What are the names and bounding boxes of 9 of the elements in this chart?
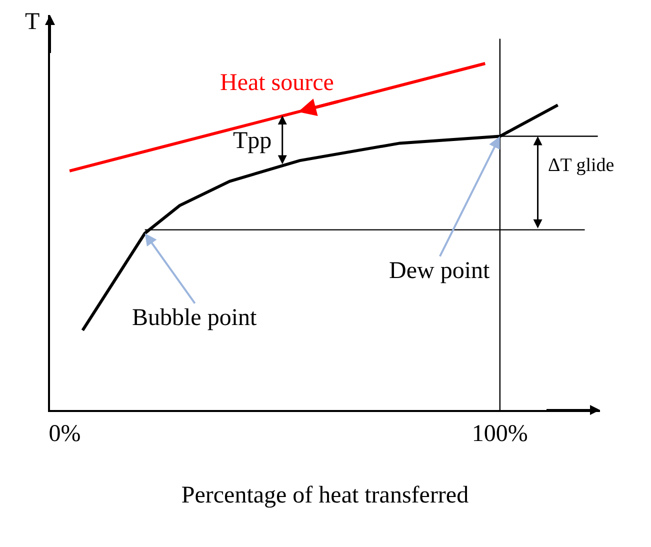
annotation: Bubble point [132, 305, 257, 331]
series-label: Heat source [220, 70, 334, 96]
annotation: Dew point [389, 258, 490, 284]
x-axis-title: Percentage of heat transferred [181, 482, 469, 509]
x-tick-label: 0% [48, 420, 81, 447]
x-tick-label: 100% [472, 420, 528, 447]
annotation: Tpp [233, 128, 272, 154]
y-axis-title: T [25, 9, 40, 35]
annotation: ΔT glide [548, 155, 614, 176]
